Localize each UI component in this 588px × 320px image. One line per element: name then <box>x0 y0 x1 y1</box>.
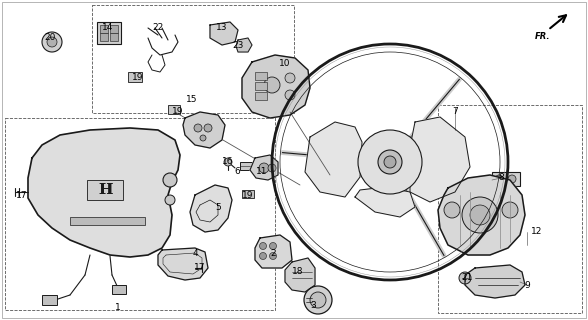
Polygon shape <box>183 112 225 148</box>
Circle shape <box>384 156 396 168</box>
Text: 20: 20 <box>44 34 56 43</box>
Polygon shape <box>410 117 470 202</box>
Polygon shape <box>255 235 292 268</box>
Polygon shape <box>305 122 362 197</box>
Bar <box>5 118 275 310</box>
Circle shape <box>508 175 516 183</box>
Text: H: H <box>98 183 112 197</box>
Polygon shape <box>438 175 525 255</box>
Text: 18: 18 <box>292 268 304 276</box>
Text: 4: 4 <box>192 249 198 258</box>
Bar <box>112 285 126 294</box>
Polygon shape <box>210 22 238 45</box>
Circle shape <box>310 292 326 308</box>
Text: FR.: FR. <box>535 32 551 41</box>
Bar <box>100 33 108 41</box>
Text: 5: 5 <box>215 203 221 212</box>
Polygon shape <box>250 155 278 180</box>
Bar <box>110 25 118 33</box>
Bar <box>70 217 145 225</box>
Text: 11: 11 <box>256 167 268 177</box>
Text: 1: 1 <box>115 303 121 313</box>
Circle shape <box>304 286 332 314</box>
Circle shape <box>495 175 503 183</box>
Circle shape <box>358 130 422 194</box>
Text: 19: 19 <box>172 108 183 116</box>
Text: 9: 9 <box>524 281 530 290</box>
Circle shape <box>378 150 402 174</box>
Text: 3: 3 <box>310 300 316 309</box>
Circle shape <box>259 243 266 250</box>
Circle shape <box>268 164 276 172</box>
Text: H: H <box>98 183 112 197</box>
Text: 13: 13 <box>216 23 228 33</box>
Polygon shape <box>465 265 525 298</box>
Polygon shape <box>355 187 415 217</box>
Circle shape <box>269 252 276 260</box>
Polygon shape <box>28 128 180 257</box>
Circle shape <box>259 252 266 260</box>
Circle shape <box>259 163 269 173</box>
Bar <box>97 22 121 44</box>
Circle shape <box>285 73 295 83</box>
Text: 15: 15 <box>186 95 198 105</box>
Bar <box>255 92 267 100</box>
Circle shape <box>163 173 177 187</box>
Bar <box>128 72 142 82</box>
Polygon shape <box>285 258 315 292</box>
Bar <box>255 82 267 90</box>
Bar <box>42 295 57 305</box>
Circle shape <box>194 124 202 132</box>
Bar <box>242 190 254 198</box>
Text: 19: 19 <box>242 190 254 199</box>
Circle shape <box>264 77 280 93</box>
Text: 21: 21 <box>462 274 473 283</box>
Bar <box>110 33 118 41</box>
Polygon shape <box>158 248 208 280</box>
Text: 10: 10 <box>279 59 290 68</box>
Circle shape <box>269 243 276 250</box>
Text: 17: 17 <box>194 263 206 273</box>
Text: 6: 6 <box>234 167 240 177</box>
Text: 16: 16 <box>222 157 234 166</box>
Text: 14: 14 <box>102 23 113 33</box>
Bar <box>438 105 582 313</box>
Polygon shape <box>190 185 232 232</box>
Bar <box>168 105 180 114</box>
Circle shape <box>459 272 471 284</box>
Circle shape <box>470 205 490 225</box>
Text: 8: 8 <box>498 173 504 182</box>
Circle shape <box>200 135 206 141</box>
Circle shape <box>502 202 518 218</box>
Circle shape <box>224 158 232 166</box>
Text: 7: 7 <box>452 108 458 116</box>
Text: 19: 19 <box>132 74 143 83</box>
Bar <box>240 162 252 170</box>
Text: 2: 2 <box>270 249 276 258</box>
Text: 12: 12 <box>532 228 543 236</box>
Text: 22: 22 <box>152 23 163 33</box>
Circle shape <box>285 90 295 100</box>
Polygon shape <box>242 55 310 118</box>
Polygon shape <box>236 38 252 52</box>
Circle shape <box>204 124 212 132</box>
Bar <box>87 180 123 200</box>
Text: 23: 23 <box>232 41 243 50</box>
Circle shape <box>165 195 175 205</box>
Bar <box>255 72 267 80</box>
Circle shape <box>462 197 498 233</box>
Text: 17: 17 <box>16 191 28 201</box>
Bar <box>492 172 520 186</box>
Bar <box>92 5 294 113</box>
Bar <box>100 25 108 33</box>
Circle shape <box>42 32 62 52</box>
Circle shape <box>47 37 57 47</box>
Circle shape <box>444 202 460 218</box>
